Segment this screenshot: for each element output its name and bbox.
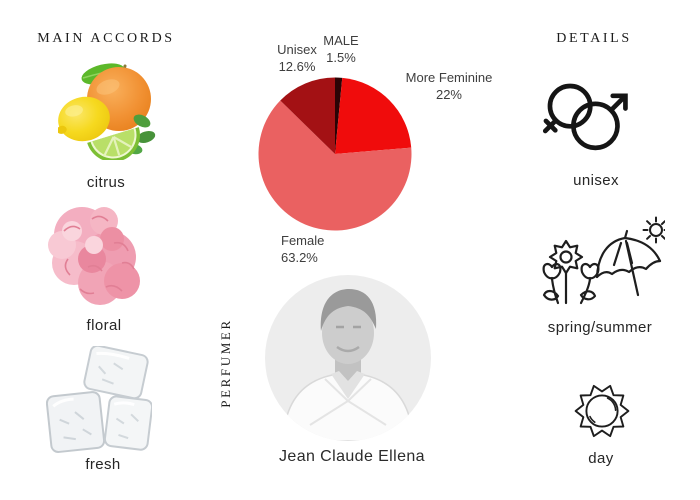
pie-slice-unisex [280, 77, 335, 154]
female-symbol-cross [542, 118, 559, 134]
shirt-folds [309, 378, 387, 426]
pie-slice-female [258, 100, 412, 231]
sun-inner-arc-top [606, 397, 617, 411]
sun-inner-arc-bottom [589, 415, 596, 423]
citrus-fruits-image [58, 57, 158, 160]
ice-cube-right [103, 395, 152, 451]
accord-label-citrus: citrus [86, 174, 126, 191]
carnation-petals [48, 207, 140, 305]
detail-label-unisex: unisex [573, 172, 619, 189]
male-symbol-circle [571, 101, 620, 151]
umbrella-tip [623, 229, 629, 240]
shirt-collar [331, 371, 365, 399]
pie-label-male: MALE 1.5% [323, 33, 359, 65]
ice-cubes-image [46, 346, 152, 454]
lemon-fruit [58, 96, 110, 142]
ice-cube-left [46, 391, 106, 453]
umbrella-scallops [595, 259, 662, 279]
left-tulip [542, 262, 562, 280]
accord-label-fresh: fresh [85, 456, 121, 473]
ice-cube-top [83, 346, 149, 400]
face [322, 302, 374, 364]
orange-highlight [96, 79, 120, 95]
gender-pie-chart [258, 77, 412, 231]
male-symbol-arrow [608, 93, 628, 113]
details-header: DETAILS [556, 31, 632, 46]
detail-label-day: day [588, 450, 614, 467]
pie-label-more-feminine: More Feminine 22% [405, 70, 493, 102]
daisy-center [559, 250, 573, 264]
lime-wedge [87, 127, 140, 160]
small-sun [642, 216, 665, 244]
daisy-petals [548, 239, 584, 275]
pink-carnation-image [44, 201, 144, 309]
perfumer-section-label: PERFUMER [218, 318, 233, 408]
sun-rays [574, 384, 630, 438]
sun-icon [566, 375, 638, 447]
pie-slice-more-feminine [335, 77, 412, 154]
perfumer-name: Jean Claude Ellena [279, 448, 425, 465]
accord-label-floral: floral [86, 317, 122, 334]
sun-disc [585, 394, 619, 428]
pie-label-unisex: Unisex 12.6% [277, 42, 317, 74]
right-tulip [580, 262, 600, 280]
pie-slice-male [335, 77, 343, 154]
right-tulip-stem-leaf [579, 277, 597, 305]
main-accords-header: MAIN ACCORDS [37, 31, 175, 46]
unisex-gender-icon [542, 76, 632, 155]
perfumer-photo [265, 275, 431, 441]
carnation-ruffles [63, 215, 135, 295]
pie-label-female: Female 63.2% [281, 233, 325, 265]
flowers-umbrella-sun-icon [535, 215, 665, 305]
left-tulip-stem-leaf [542, 277, 560, 305]
umbrella-pole [624, 239, 640, 297]
detail-label-spring-summer: spring/summer [547, 319, 653, 336]
hair [320, 289, 377, 331]
smile [336, 345, 360, 353]
